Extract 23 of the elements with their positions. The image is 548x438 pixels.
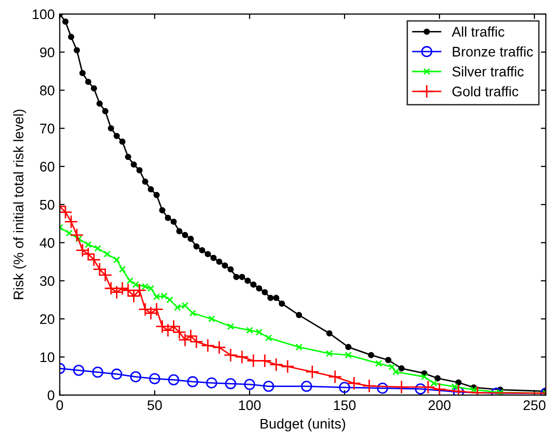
x-tick-label: 0 [56,400,64,410]
y-tick-label: 90 [40,47,54,58]
legend-label: Silver traffic [452,66,524,76]
y-tick-label: 10 [40,352,54,362]
x-tick-label: 100 [239,400,261,410]
y-tick-label: 50 [40,200,54,210]
y-axis-title: Risk (% of initial total risk level) [13,110,26,300]
y-tick-label: 0 [48,390,54,400]
x-axis-title: Budget (units) [260,418,346,432]
y-tick-label: 30 [40,276,54,286]
x-tick-label: 250 [524,400,546,410]
legend-label: All traffic [452,26,504,37]
y-tick-label: 20 [40,314,54,324]
y-tick-label: 70 [40,124,54,134]
y-tick-label: 100 [32,9,54,20]
y-tick-label: 60 [40,162,54,172]
legend-label: Bronze traffic [452,46,533,57]
y-tick-label: 40 [40,238,54,248]
x-tick-label: 200 [428,400,451,410]
y-tick-label: 80 [40,86,54,96]
x-tick-label: 150 [334,400,356,410]
legend-label: Gold traffic [452,86,518,96]
x-tick-label: 50 [148,400,162,410]
